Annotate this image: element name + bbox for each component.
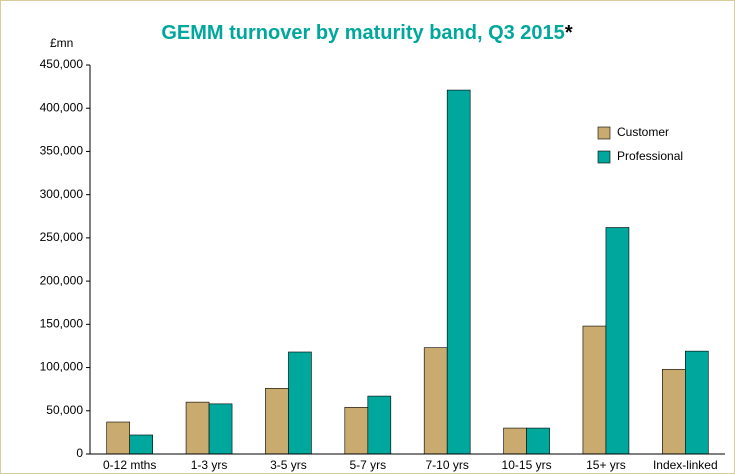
bar	[208, 403, 233, 455]
bar	[662, 368, 686, 455]
bar	[423, 347, 448, 455]
title-note: *	[565, 22, 573, 44]
y-tick-label: 200,000	[40, 273, 84, 287]
bar	[344, 407, 369, 455]
chart-title: GEMM turnover by maturity band, Q3 2015*	[161, 22, 572, 44]
bar	[446, 89, 471, 455]
bar	[582, 325, 607, 455]
x-tick-label: 7-10 yrs	[426, 458, 469, 472]
legend-swatch	[597, 126, 611, 140]
bar	[129, 434, 153, 455]
y-axis-label: £mn	[50, 36, 73, 50]
x-tick-label: 5-7 yrs	[349, 458, 386, 472]
y-tick-label: 400,000	[40, 100, 84, 114]
bar	[503, 427, 527, 455]
y-tick-label: 300,000	[40, 187, 84, 201]
bar	[367, 395, 392, 455]
bar	[265, 388, 289, 455]
bar	[185, 401, 210, 455]
y-tick-label: 0	[76, 446, 83, 460]
bar	[288, 351, 312, 455]
legend-label: Customer	[617, 125, 669, 139]
legend-swatch	[597, 150, 611, 164]
x-tick-label: 0-12 mths	[103, 458, 156, 472]
bar	[605, 227, 630, 455]
bar	[526, 427, 550, 455]
y-tick-label: 150,000	[40, 317, 84, 331]
y-tick-label: 450,000	[40, 57, 84, 71]
x-tick-label: 10-15 yrs	[502, 458, 552, 472]
bar	[106, 421, 130, 455]
legend-label: Professional	[617, 149, 683, 163]
x-tick-label: 3-5 yrs	[270, 458, 307, 472]
title-text: GEMM turnover by maturity band, Q3 2015	[161, 22, 564, 44]
y-tick-label: 250,000	[40, 230, 84, 244]
y-tick-label: 50,000	[46, 403, 83, 417]
y-tick-label: 350,000	[40, 144, 84, 158]
bar	[685, 350, 709, 455]
x-tick-label: 1-3 yrs	[191, 458, 228, 472]
x-tick-label: Index-linked	[653, 458, 718, 472]
x-tick-label: 15+ yrs	[586, 458, 626, 472]
y-tick-label: 100,000	[40, 360, 84, 374]
